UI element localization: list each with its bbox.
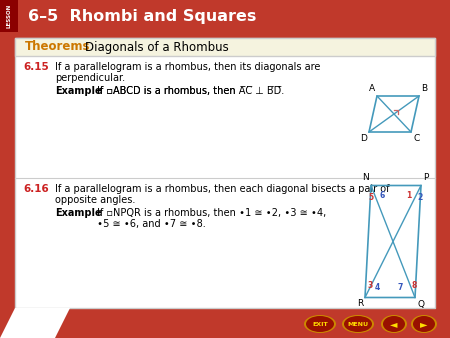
- Ellipse shape: [381, 315, 407, 333]
- Ellipse shape: [304, 315, 336, 333]
- Text: Diagonals of a Rhombus: Diagonals of a Rhombus: [85, 41, 229, 53]
- Text: If a parallelogram is a rhombus, then each diagonal bisects a pair of: If a parallelogram is a rhombus, then ea…: [55, 184, 390, 194]
- Text: 6.16: 6.16: [23, 184, 49, 194]
- Text: 6: 6: [379, 192, 384, 200]
- Text: ∙5 ≅ ∙6, and ∙7 ≅ ∙8.: ∙5 ≅ ∙6, and ∙7 ≅ ∙8.: [97, 219, 206, 229]
- Ellipse shape: [413, 316, 435, 332]
- Text: C: C: [413, 134, 419, 143]
- Ellipse shape: [306, 316, 334, 332]
- Ellipse shape: [411, 315, 437, 333]
- Text: LESSON: LESSON: [6, 4, 12, 28]
- Text: Theorems: Theorems: [25, 41, 90, 53]
- Ellipse shape: [344, 316, 372, 332]
- Text: If ▫ABCD is a rhombus, then: If ▫ABCD is a rhombus, then: [97, 86, 239, 96]
- Text: If ▫ABCD is a rhombus, then A̅C̅ ⊥ B̅D̅.: If ▫ABCD is a rhombus, then A̅C̅ ⊥ B̅D̅.: [97, 86, 284, 96]
- Text: 3: 3: [368, 281, 373, 290]
- Text: If a parallelogram is a rhombus, then its diagonals are: If a parallelogram is a rhombus, then it…: [55, 62, 320, 72]
- Bar: [0, 310, 450, 338]
- Text: MENU: MENU: [347, 321, 369, 327]
- Text: 8: 8: [411, 281, 416, 290]
- Text: 5: 5: [369, 193, 374, 202]
- Ellipse shape: [383, 316, 405, 332]
- Text: 6–5  Rhombi and Squares: 6–5 Rhombi and Squares: [28, 8, 256, 24]
- Text: 6.15: 6.15: [23, 62, 49, 72]
- Bar: [0, 0, 450, 32]
- Text: ◄: ◄: [390, 319, 398, 329]
- Text: A: A: [369, 84, 375, 93]
- Text: Q: Q: [417, 299, 424, 309]
- Text: Example: Example: [55, 86, 102, 96]
- Text: N: N: [362, 173, 369, 183]
- Ellipse shape: [342, 315, 374, 333]
- Text: B: B: [421, 84, 427, 93]
- Bar: [15, 38, 435, 56]
- Text: 7: 7: [398, 283, 403, 291]
- Text: R: R: [357, 299, 363, 309]
- Text: 1: 1: [406, 192, 411, 200]
- Text: perpendicular.: perpendicular.: [55, 73, 125, 83]
- Bar: [15, 38, 435, 308]
- Text: If ▫NPQR is a rhombus, then ∙1 ≅ ∙2, ∙3 ≅ ∙4,: If ▫NPQR is a rhombus, then ∙1 ≅ ∙2, ∙3 …: [97, 208, 326, 218]
- Text: Example: Example: [55, 208, 102, 218]
- Text: 2: 2: [417, 193, 422, 202]
- Text: opposite angles.: opposite angles.: [55, 195, 135, 205]
- Text: P: P: [423, 173, 428, 183]
- Polygon shape: [0, 0, 18, 32]
- Text: 4: 4: [375, 283, 380, 291]
- Text: ►: ►: [420, 319, 428, 329]
- Polygon shape: [0, 308, 70, 338]
- Text: EXIT: EXIT: [312, 321, 328, 327]
- Text: D: D: [360, 134, 367, 143]
